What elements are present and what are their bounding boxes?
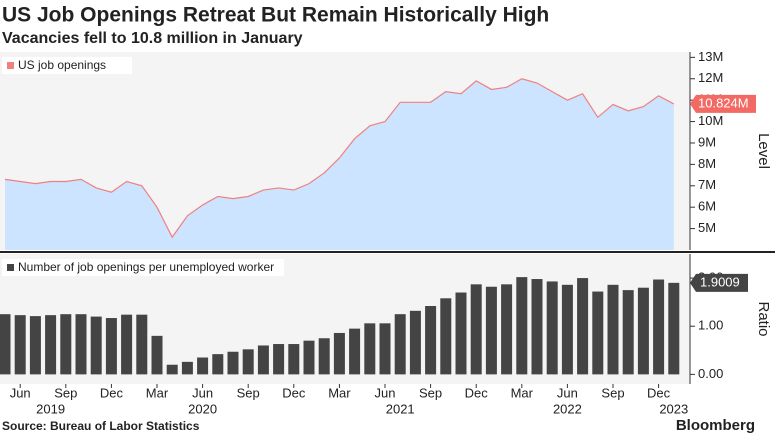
bar	[212, 354, 224, 375]
bar	[29, 316, 41, 375]
area	[5, 78, 674, 250]
bar	[197, 357, 209, 375]
legend-swatch	[7, 264, 14, 271]
x-tick-label: Mar	[146, 385, 169, 400]
y-tick-label: 5M	[698, 220, 716, 235]
value-label-box	[690, 273, 748, 292]
x-tick-label: Sep	[237, 385, 260, 400]
legend-label: US job openings	[18, 58, 106, 72]
x-tick-label: Dec	[100, 385, 124, 400]
legend-bg	[2, 57, 132, 74]
bar	[136, 314, 148, 375]
x-year-label: 2022	[553, 401, 582, 416]
bar	[394, 314, 406, 375]
bar	[257, 345, 269, 375]
bar	[288, 344, 300, 375]
bar	[60, 314, 72, 375]
bar	[379, 323, 391, 375]
x-year-label: 2021	[386, 401, 415, 416]
value-label: 1.9009	[700, 274, 740, 289]
y-tick-label: 1.00	[698, 318, 723, 333]
bar	[622, 290, 634, 375]
x-tick-label: Mar	[328, 385, 351, 400]
brand: Bloomberg	[676, 417, 755, 434]
x-year-label: 2023	[659, 401, 688, 416]
x-tick-label: Sep	[419, 385, 442, 400]
bar	[455, 292, 467, 375]
bar	[318, 338, 330, 375]
bar	[151, 335, 163, 375]
y-tick-label: 10M	[698, 113, 723, 128]
y-tick-label: 0.00	[698, 366, 723, 381]
x-tick-label: Dec	[465, 385, 489, 400]
legend-swatch	[7, 62, 14, 69]
x-tick-label: Dec	[282, 385, 306, 400]
x-tick-label: Dec	[647, 385, 671, 400]
x-tick-label: Jun	[10, 385, 31, 400]
value-label: 10.824M	[698, 95, 749, 110]
bar	[273, 344, 285, 375]
x-tick-label: Mar	[511, 385, 534, 400]
bar	[364, 323, 376, 375]
bar	[668, 282, 680, 375]
bar	[501, 284, 513, 375]
bar	[121, 314, 133, 375]
bar	[14, 315, 26, 375]
bar	[425, 306, 437, 375]
y-tick-label: 8M	[698, 156, 716, 171]
source: Source: Bureau of Labor Statistics	[2, 419, 200, 433]
bar	[227, 351, 239, 375]
bar	[242, 349, 254, 375]
axis-label: Level	[755, 133, 772, 169]
line	[4, 78, 675, 239]
bar	[485, 286, 497, 375]
bar	[561, 284, 573, 375]
y-tick-label: 9M	[698, 134, 716, 149]
bar	[333, 332, 345, 375]
x-tick-label: Jun	[375, 385, 396, 400]
bar	[45, 315, 57, 375]
chart-subtitle: Vacancies fell to 10.8 million in Januar…	[2, 30, 303, 47]
x-tick-label: Sep	[601, 385, 624, 400]
x-tick-label: Sep	[54, 385, 77, 400]
bar	[546, 281, 558, 375]
bar	[75, 314, 87, 375]
bar	[105, 318, 117, 375]
value-label-box	[690, 94, 756, 113]
bar	[303, 340, 315, 375]
bar	[409, 310, 421, 375]
bar	[516, 277, 528, 375]
y-tick-label: 13M	[698, 49, 723, 64]
y-tick-label: 6M	[698, 199, 716, 214]
bar	[470, 284, 482, 375]
y-tick-label: 12M	[698, 70, 723, 85]
bar	[653, 279, 665, 375]
bar	[637, 287, 649, 375]
bar	[349, 328, 361, 375]
legend-bg	[2, 259, 284, 276]
bar	[166, 364, 178, 375]
bar	[531, 279, 543, 375]
bar	[90, 316, 102, 375]
bar	[607, 284, 619, 375]
chart-title: US Job Openings Retreat But Remain Histo…	[2, 4, 549, 27]
bar	[592, 291, 604, 375]
x-year-label: 2019	[36, 401, 65, 416]
bar	[181, 361, 193, 375]
axis-label: Ratio	[755, 301, 772, 336]
bar	[0, 314, 11, 375]
x-tick-label: Jun	[192, 385, 213, 400]
y-tick-label: 7M	[698, 177, 716, 192]
x-year-label: 2020	[188, 401, 217, 416]
legend-label: Number of job openings per unemployed wo…	[18, 260, 274, 274]
x-tick-label: Jun	[557, 385, 578, 400]
bar	[440, 298, 452, 375]
bar	[577, 278, 589, 375]
